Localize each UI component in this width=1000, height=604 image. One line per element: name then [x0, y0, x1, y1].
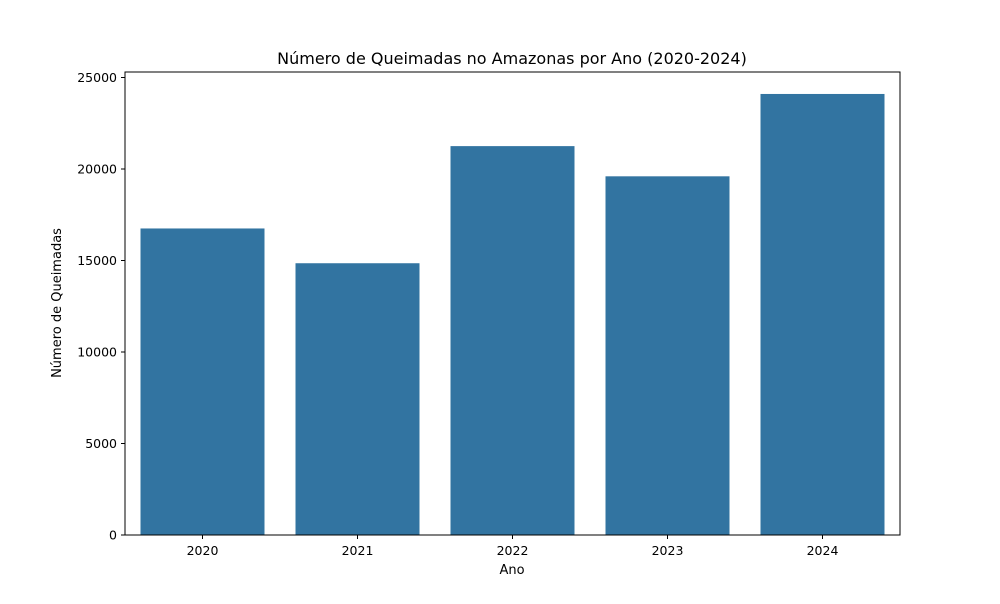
y-tick-label: 20000 — [77, 161, 117, 176]
y-tick-label: 0 — [109, 528, 117, 543]
bar-2024 — [760, 93, 885, 535]
y-axis-label: Número de Queimadas — [50, 228, 65, 378]
x-axis-label: Ano — [499, 563, 524, 578]
plot-area-frame — [124, 71, 901, 536]
bar-2020 — [140, 228, 265, 535]
x-tick-label: 2023 — [652, 543, 684, 558]
y-tick-label: 15000 — [77, 253, 117, 268]
x-tick-label: 2020 — [187, 543, 219, 558]
bar-2022 — [450, 146, 575, 535]
x-tick-label: 2022 — [497, 543, 529, 558]
bar-2021 — [295, 263, 420, 535]
bar-2023 — [605, 176, 730, 535]
x-tick-label: 2024 — [807, 543, 839, 558]
y-tick-label: 10000 — [77, 344, 117, 359]
x-tick-label: 2021 — [342, 543, 374, 558]
chart-title: Número de Queimadas no Amazonas por Ano … — [277, 49, 747, 68]
bars-group — [140, 93, 885, 535]
x-axis-ticks: 2020 2021 2022 2023 2024 — [187, 535, 839, 558]
y-tick-label: 5000 — [85, 436, 117, 451]
y-tick-label: 25000 — [77, 70, 117, 85]
y-axis-ticks: 0 5000 10000 15000 20000 25000 — [77, 70, 125, 543]
